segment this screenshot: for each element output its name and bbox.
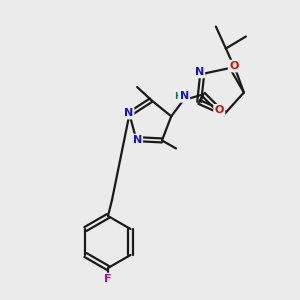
Text: H: H [174, 92, 182, 101]
Text: N: N [194, 67, 204, 77]
Text: N: N [124, 108, 133, 118]
Text: O: O [229, 61, 239, 71]
Text: N: N [133, 135, 142, 145]
Text: F: F [104, 274, 112, 284]
Text: O: O [214, 105, 224, 115]
Text: N: N [180, 91, 189, 101]
